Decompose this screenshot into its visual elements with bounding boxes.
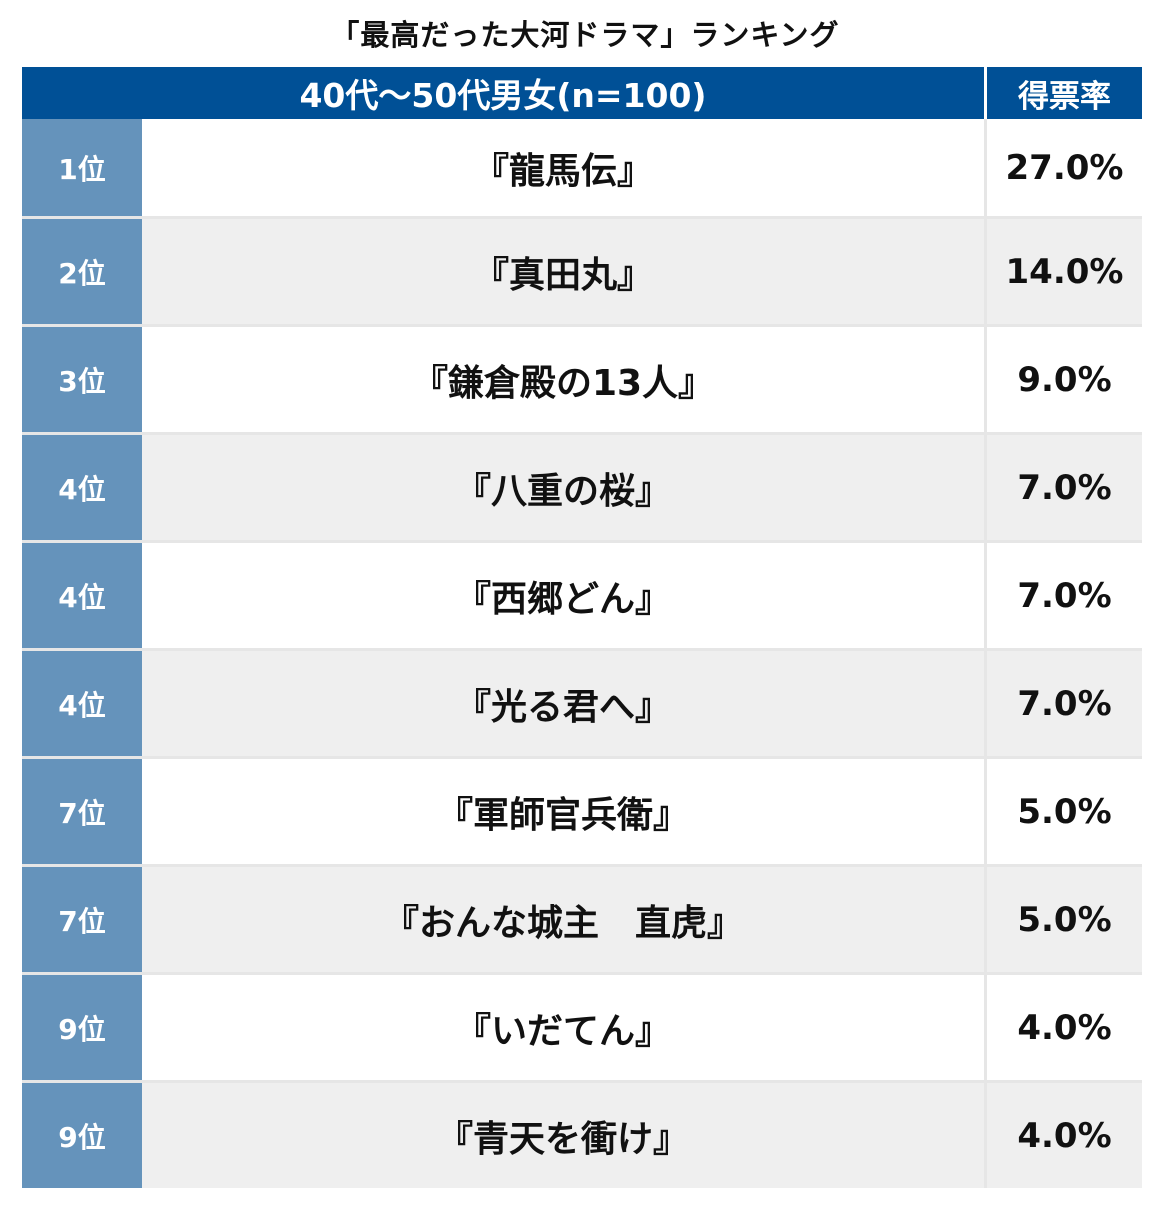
table-body: 1位 『龍馬伝』 27.0% 2位 『真田丸』 14.0% 3位 『鎌倉殿の13…: [22, 119, 1142, 1188]
column-divider: [984, 119, 987, 216]
vote-rate-cell: 5.0%: [987, 759, 1142, 864]
header-group-label: 40代〜50代男女(n=100): [299, 76, 707, 115]
column-divider: [984, 867, 987, 972]
column-divider: [984, 759, 987, 864]
drama-title-cell: 『光る君へ』: [142, 651, 984, 756]
rank-cell: 4位: [22, 543, 142, 648]
drama-title-cell: 『鎌倉殿の13人』: [142, 327, 984, 432]
rank-cell: 1位: [22, 119, 142, 216]
column-divider: [984, 219, 987, 324]
ranking-table: 40代〜50代男女(n=100) 得票率 1位 『龍馬伝』 27.0% 2位 『…: [22, 67, 1142, 1188]
table-row: 4位 『光る君へ』 7.0%: [22, 648, 1142, 756]
vote-rate-cell: 7.0%: [987, 651, 1142, 756]
column-divider: [984, 1083, 987, 1188]
vote-rate-cell: 9.0%: [987, 327, 1142, 432]
table-row: 4位 『西郷どん』 7.0%: [22, 540, 1142, 648]
column-divider: [984, 435, 987, 540]
table-row: 7位 『おんな城主 直虎』 5.0%: [22, 864, 1142, 972]
rank-cell: 7位: [22, 867, 142, 972]
table-row: 2位 『真田丸』 14.0%: [22, 216, 1142, 324]
drama-title-cell: 『真田丸』: [142, 219, 984, 324]
vote-rate-cell: 4.0%: [987, 975, 1142, 1080]
vote-rate-cell: 5.0%: [987, 867, 1142, 972]
table-row: 9位 『青天を衝け』 4.0%: [22, 1080, 1142, 1188]
vote-rate-cell: 27.0%: [987, 119, 1142, 216]
table-row: 9位 『いだてん』 4.0%: [22, 972, 1142, 1080]
table-row: 1位 『龍馬伝』 27.0%: [22, 119, 1142, 216]
column-divider: [984, 327, 987, 432]
column-divider: [984, 975, 987, 1080]
column-divider: [984, 543, 987, 648]
drama-title-cell: 『龍馬伝』: [142, 119, 984, 216]
rank-cell: 9位: [22, 975, 142, 1080]
rank-cell: 7位: [22, 759, 142, 864]
table-header: 40代〜50代男女(n=100) 得票率: [22, 67, 1142, 119]
table-row: 4位 『八重の桜』 7.0%: [22, 432, 1142, 540]
table-row: 3位 『鎌倉殿の13人』 9.0%: [22, 324, 1142, 432]
drama-title-cell: 『八重の桜』: [142, 435, 984, 540]
rank-cell: 4位: [22, 651, 142, 756]
drama-title-cell: 『おんな城主 直虎』: [142, 867, 984, 972]
header-rate-label: 得票率: [1018, 78, 1111, 115]
vote-rate-cell: 7.0%: [987, 435, 1142, 540]
vote-rate-cell: 4.0%: [987, 1083, 1142, 1188]
rank-cell: 2位: [22, 219, 142, 324]
rank-cell: 4位: [22, 435, 142, 540]
vote-rate-cell: 7.0%: [987, 543, 1142, 648]
page-title: 「最高だった大河ドラマ」ランキング: [330, 18, 840, 52]
drama-title-cell: 『軍師官兵衛』: [142, 759, 984, 864]
header-divider: [984, 67, 987, 119]
column-divider: [984, 651, 987, 756]
drama-title-cell: 『西郷どん』: [142, 543, 984, 648]
vote-rate-cell: 14.0%: [987, 219, 1142, 324]
rank-cell: 3位: [22, 327, 142, 432]
drama-title-cell: 『青天を衝け』: [142, 1083, 984, 1188]
drama-title-cell: 『いだてん』: [142, 975, 984, 1080]
rank-cell: 9位: [22, 1083, 142, 1188]
table-row: 7位 『軍師官兵衛』 5.0%: [22, 756, 1142, 864]
